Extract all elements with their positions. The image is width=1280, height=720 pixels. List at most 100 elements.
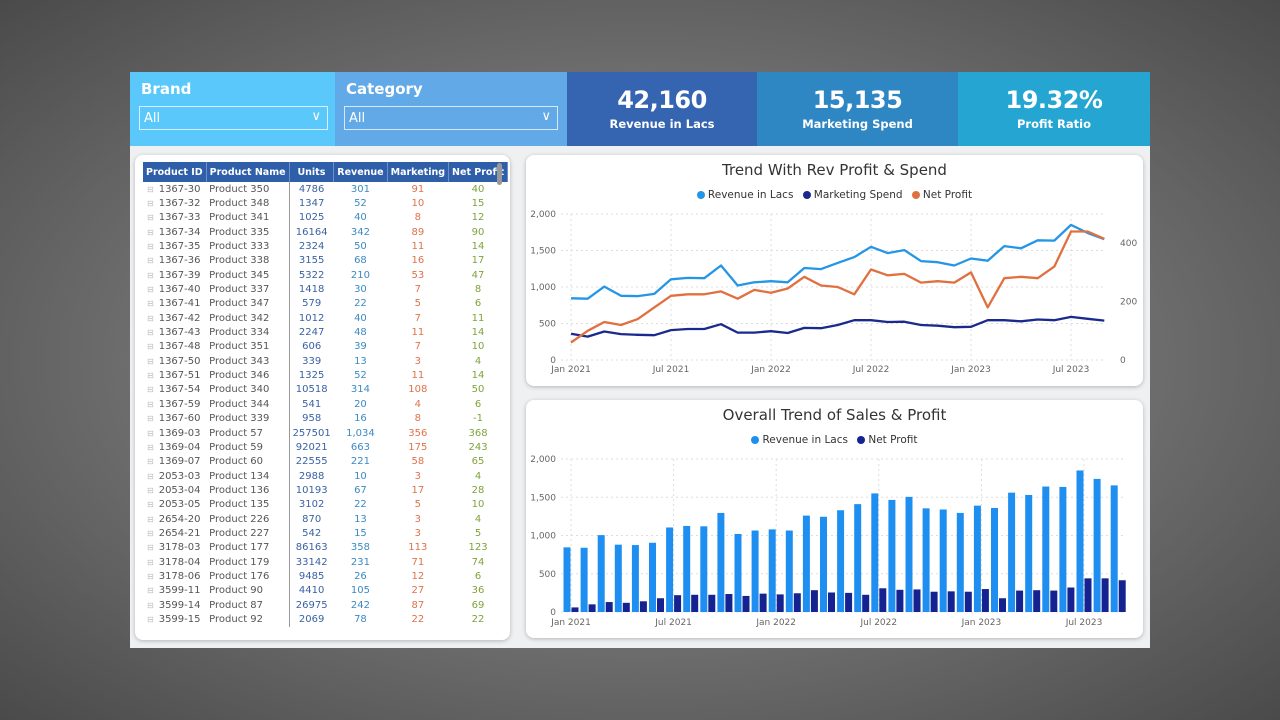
table-row[interactable]: ⊟ 1367-33 Product 341 1025 40 8 12 — [143, 210, 508, 226]
expand-icon[interactable]: ⊟ — [147, 328, 154, 338]
expand-icon[interactable]: ⊟ — [147, 285, 154, 295]
table-row[interactable]: ⊟ 3178-03 Product 177 86163 358 113 123 — [143, 540, 508, 555]
table-row[interactable]: ⊟ 1367-60 Product 339 958 16 8 -1 — [143, 411, 508, 426]
table-row[interactable]: ⊟ 3178-04 Product 179 33142 231 71 74 — [143, 554, 508, 570]
cell-net-profit: 10 — [449, 340, 508, 354]
cell-units: 1325 — [289, 368, 334, 382]
expand-icon[interactable]: ⊟ — [147, 270, 154, 280]
cell-revenue: 50 — [334, 239, 387, 253]
x-tick-label: Jan 2022 — [750, 365, 791, 375]
cell-value: 10 — [471, 499, 485, 511]
cell-value: 8 — [414, 212, 422, 224]
table-row[interactable]: ⊟ 1367-39 Product 345 5322 210 53 47 — [143, 268, 508, 283]
cell-value: 356 — [408, 427, 428, 439]
column-header[interactable]: Product Name — [206, 162, 290, 182]
column-header[interactable]: Product ID — [143, 162, 207, 182]
expand-icon[interactable]: ⊟ — [147, 586, 154, 596]
table-row[interactable]: ⊟ 1367-59 Product 344 541 20 4 6 — [143, 397, 508, 412]
table-row[interactable]: ⊟ 1367-48 Product 351 606 39 7 10 — [143, 339, 508, 355]
expand-icon[interactable]: ⊟ — [147, 600, 154, 610]
table-row[interactable]: ⊟ 1367-54 Product 340 10518 314 108 50 — [143, 382, 508, 398]
expand-icon[interactable]: ⊟ — [147, 571, 154, 581]
cell-units: 16164 — [289, 225, 334, 239]
table-row[interactable]: ⊟ 1367-32 Product 348 1347 52 10 15 — [143, 196, 508, 211]
table-row[interactable]: ⊟ 1367-36 Product 338 3155 68 16 17 — [143, 253, 508, 269]
table-row[interactable]: ⊟ 2654-21 Product 227 542 15 3 5 — [143, 526, 508, 541]
expand-icon[interactable]: ⊟ — [147, 399, 154, 409]
expand-icon[interactable]: ⊟ — [147, 199, 154, 209]
expand-icon[interactable]: ⊟ — [147, 184, 154, 194]
expand-icon[interactable]: ⊟ — [147, 614, 154, 624]
expand-icon[interactable]: ⊟ — [147, 442, 154, 452]
expand-icon[interactable]: ⊟ — [147, 242, 154, 252]
table-row[interactable]: ⊟ 1367-51 Product 346 1325 52 11 14 — [143, 368, 508, 383]
table-row[interactable]: ⊟ 2654-20 Product 226 870 13 3 4 — [143, 511, 508, 527]
expand-icon[interactable]: ⊟ — [147, 528, 154, 538]
expand-icon[interactable]: ⊟ — [147, 356, 154, 366]
cell-value: 17 — [411, 484, 425, 496]
column-header[interactable]: Revenue — [333, 162, 388, 182]
expand-icon[interactable]: ⊟ — [147, 256, 154, 266]
expand-icon[interactable]: ⊟ — [147, 428, 154, 438]
table-row[interactable]: ⊟ 1369-07 Product 60 22555 221 58 65 — [143, 454, 508, 469]
table-row[interactable]: ⊟ 1367-42 Product 342 1012 40 7 11 — [143, 311, 508, 326]
table-scrollbar[interactable] — [497, 163, 502, 185]
table-row[interactable]: ⊟ 3178-06 Product 176 9485 26 12 6 — [143, 569, 508, 584]
legend-item[interactable]: Net Profit — [911, 189, 972, 201]
cell-value: 6 — [474, 398, 482, 410]
cell-units: 606 — [289, 340, 334, 354]
table-row[interactable]: ⊟ 2053-03 Product 134 2988 10 3 4 — [143, 468, 508, 484]
cell-revenue: 242 — [334, 598, 387, 612]
expand-icon[interactable]: ⊟ — [147, 500, 154, 510]
category-dropdown[interactable]: All ∨ — [344, 106, 558, 130]
cell-value: 4 — [474, 355, 482, 367]
cell-value: 15 — [471, 198, 485, 210]
legend-item[interactable]: Revenue in Lacs — [751, 434, 848, 446]
table-row[interactable]: ⊟ 1369-03 Product 57 257501 1,034 356 368 — [143, 425, 508, 441]
expand-icon[interactable]: ⊟ — [147, 385, 154, 395]
brand-dropdown[interactable]: All ∨ — [139, 106, 328, 130]
expand-icon[interactable]: ⊟ — [147, 299, 154, 309]
expand-icon[interactable]: ⊟ — [147, 227, 154, 237]
cell-revenue: 20 — [334, 397, 387, 411]
expand-icon[interactable]: ⊟ — [147, 557, 154, 567]
legend-item[interactable]: Revenue in Lacs — [696, 189, 793, 201]
expand-icon[interactable]: ⊟ — [147, 514, 154, 524]
column-header[interactable]: Units — [289, 162, 335, 182]
table-row[interactable]: ⊟ 2053-04 Product 136 10193 67 17 28 — [143, 483, 508, 498]
table-row[interactable]: ⊟ 1367-41 Product 347 579 22 5 6 — [143, 296, 508, 312]
table-row[interactable]: ⊟ 1367-35 Product 333 2324 50 11 14 — [143, 239, 508, 254]
bar-revenue-in-lacs — [820, 516, 827, 612]
table-row[interactable]: ⊟ 1367-30 Product 350 4786 301 91 40 — [143, 182, 508, 197]
expand-icon[interactable]: ⊟ — [147, 457, 154, 467]
table-row[interactable]: ⊟ 1367-40 Product 337 1418 30 7 8 — [143, 282, 508, 297]
cell-revenue: 78 — [334, 612, 387, 626]
cell-value: 579 — [302, 298, 322, 310]
expand-icon[interactable]: ⊟ — [147, 414, 154, 424]
table-row[interactable]: ⊟ 2053-05 Product 135 3102 22 5 10 — [143, 497, 508, 512]
legend-item[interactable]: Net Profit — [857, 434, 918, 446]
column-header[interactable]: Marketing — [387, 162, 450, 182]
table-row[interactable]: ⊟ 1369-04 Product 59 92021 663 175 243 — [143, 440, 508, 455]
expand-icon[interactable]: ⊟ — [147, 213, 154, 223]
cell-units: 1418 — [289, 282, 334, 296]
table-row[interactable]: ⊟ 1367-34 Product 335 16164 342 89 90 — [143, 225, 508, 240]
table-row[interactable]: ⊟ 3599-14 Product 87 26975 242 87 69 — [143, 597, 508, 613]
expand-icon[interactable]: ⊟ — [147, 471, 154, 481]
expand-icon[interactable]: ⊟ — [147, 342, 154, 352]
expand-icon[interactable]: ⊟ — [147, 543, 154, 553]
expand-icon[interactable]: ⊟ — [147, 485, 154, 495]
table-row[interactable]: ⊟ 1367-50 Product 343 339 13 3 4 — [143, 354, 508, 369]
y-tick-label: 1,000 — [530, 532, 556, 542]
expand-icon[interactable]: ⊟ — [147, 371, 154, 381]
table-row[interactable]: ⊟ 3599-11 Product 90 4410 105 27 36 — [143, 583, 508, 598]
cell-revenue: 68 — [334, 254, 387, 268]
cell-value: 541 — [302, 398, 322, 410]
table-row[interactable]: ⊟ 3599-15 Product 92 2069 78 22 22 — [143, 612, 508, 627]
product-table: Product ID Product Name Units Revenue Market… — [143, 162, 509, 627]
cell-units: 1025 — [289, 211, 334, 225]
expand-icon[interactable]: ⊟ — [147, 313, 154, 323]
legend-item[interactable]: Marketing Spend — [802, 189, 903, 201]
column-header[interactable]: Net Profit — [448, 162, 509, 182]
table-row[interactable]: ⊟ 1367-43 Product 334 2247 48 11 14 — [143, 325, 508, 340]
